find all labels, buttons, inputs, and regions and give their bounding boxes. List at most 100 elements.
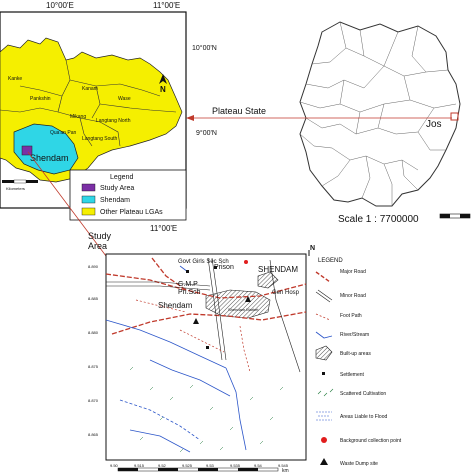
place-label: Shendam <box>158 301 193 310</box>
nigeria-scale-text: Scale 1 : 7700000 <box>338 214 419 225</box>
lga-label: Langtang North <box>96 118 131 124</box>
jos-label: Jos <box>426 119 442 130</box>
lga-label: Mikang <box>70 114 86 120</box>
lga-label: Wase <box>118 96 131 102</box>
legend-settlement-symbol <box>322 372 325 375</box>
legend-collection-point-symbol <box>321 437 327 443</box>
study-map-frame <box>105 253 307 461</box>
legend-swatch-other-lgas <box>81 207 96 216</box>
x-tick: 9.515 <box>134 463 145 468</box>
legend-item: Minor Road <box>340 293 366 299</box>
legend-label: Shendam <box>100 197 130 204</box>
legend-label: Other Plateau LGAs <box>100 209 163 216</box>
x-tick: 9.53 <box>206 463 215 468</box>
coord-top-right: 11°00'E <box>153 1 180 10</box>
jos-marker <box>450 112 459 121</box>
lga-label: Kanke <box>8 76 22 82</box>
coord-lat-top: 10°00'N <box>192 44 217 52</box>
scale-label: Kilometers <box>6 186 25 191</box>
legend-item: Waste Dump site <box>340 461 378 467</box>
settlement-markers <box>186 266 217 349</box>
plateau-state-label: Plateau State <box>212 106 266 116</box>
x-tick: 9.50 <box>110 463 119 468</box>
y-tick: 8.880 <box>88 330 99 335</box>
y-tick: 8.865 <box>88 432 99 437</box>
x-tick: 9.54 <box>254 463 263 468</box>
legend-cultivation-symbol <box>317 388 334 397</box>
lga-label: Langtang South <box>82 136 118 142</box>
legend-label: Study Area <box>100 185 134 192</box>
x-axis-ticks: 9.50 9.515 9.52 9.525 9.53 9.535 9.54 9.… <box>110 463 289 468</box>
study-north-arrow-icon: N <box>308 245 315 256</box>
plateau-map: 10°00'E 11°00'E 10°00'N 9°00'N Kanam Pan… <box>0 1 217 233</box>
plateau-legend: Legend Study Area Shendam Other Plateau … <box>69 169 187 221</box>
legend-item: River/Stream <box>340 332 369 338</box>
nigeria-scale-bar <box>439 213 471 219</box>
legend-built-up-symbol <box>315 345 333 361</box>
y-axis-ticks: 8.890 8.885 8.880 8.875 8.870 8.865 <box>88 264 99 437</box>
legend-item: Settlement <box>340 372 365 378</box>
legend-swatch-shendam <box>81 195 96 204</box>
plateau-scale-bar: Kilometers <box>2 179 38 191</box>
x-tick: 9.525 <box>182 463 193 468</box>
place-label: SHENDAM <box>258 265 298 274</box>
legend-foot-path-symbol <box>315 313 331 321</box>
collection-point-marker <box>244 260 248 264</box>
scale-unit: km <box>282 468 289 474</box>
legend-title: Legend <box>110 174 133 181</box>
legend-item: Background collection point <box>340 438 402 444</box>
built-up-area <box>257 271 279 289</box>
lga-boundaries <box>0 59 177 147</box>
coord-top-left: 10°00'E <box>46 1 74 10</box>
nigeria-outline <box>299 21 461 207</box>
lga-label: Qua'an Pan <box>50 130 76 136</box>
coord-lat-mid: 9°00'N <box>196 129 217 137</box>
study-north-label: N <box>310 245 315 252</box>
study-area-marker <box>21 145 33 156</box>
legend-flood-symbol <box>316 411 332 421</box>
foot-paths <box>135 299 251 373</box>
place-label: Shendam Market <box>228 307 259 312</box>
x-tick: 9.535 <box>230 463 241 468</box>
study-area-callout-line2: Area <box>88 241 107 251</box>
nigeria-map: Jos Scale 1 : 7700000 <box>299 21 471 225</box>
scattered-cultivation <box>129 366 284 453</box>
y-tick: 8.890 <box>88 264 99 269</box>
nigeria-state-boundaries <box>299 21 457 206</box>
x-tick: 9.545 <box>278 463 289 468</box>
place-label: Pri.Sch <box>178 289 201 296</box>
callout-study-area: Study Area <box>27 151 112 257</box>
study-area-callout-line1: Study <box>88 231 112 241</box>
place-label: Gen Hosp <box>272 290 300 296</box>
legend-river-symbol <box>315 331 333 339</box>
north-arrow-icon: N <box>159 74 167 94</box>
place-label: Govt Girls Sec Sch <box>178 259 229 265</box>
legend-swatch-study-area <box>81 183 96 192</box>
lga-label: Kanam <box>82 86 98 92</box>
study-legend-title: LEGEND <box>318 258 343 264</box>
study-map: Govt Girls Sec Sch Prison G.M.P Pri.Sch … <box>88 245 315 474</box>
coord-bottom-right: 11°00'E <box>150 224 177 233</box>
legend-minor-road-symbol <box>315 289 333 303</box>
waste-dump-markers <box>193 296 251 324</box>
y-tick: 8.875 <box>88 364 99 369</box>
minor-roads <box>106 257 301 373</box>
place-label: Prison <box>214 264 234 271</box>
study-scale-bar: km <box>117 467 289 474</box>
shendam-lga-shape <box>13 123 79 175</box>
legend-item: Built-up areas <box>340 351 371 357</box>
legend-item: Areas Liable to Flood <box>340 414 387 420</box>
legend-major-road-symbol <box>315 271 331 283</box>
x-tick: 9.52 <box>158 463 167 468</box>
legend-waste-dump-symbol <box>320 458 328 465</box>
place-label: G.M.P <box>178 281 198 288</box>
lga-label: Pankshin <box>30 96 51 102</box>
built-up-area <box>205 289 271 319</box>
study-legend: LEGEND Major Road Minor Road Foot Path R… <box>315 258 402 467</box>
lga-label-shendam: Shendam <box>30 153 69 163</box>
svg-text:N: N <box>160 85 166 94</box>
legend-item: Major Road <box>340 269 366 275</box>
legend-item: Foot Path <box>340 313 362 319</box>
major-roads <box>105 257 307 335</box>
y-tick: 8.885 <box>88 296 99 301</box>
